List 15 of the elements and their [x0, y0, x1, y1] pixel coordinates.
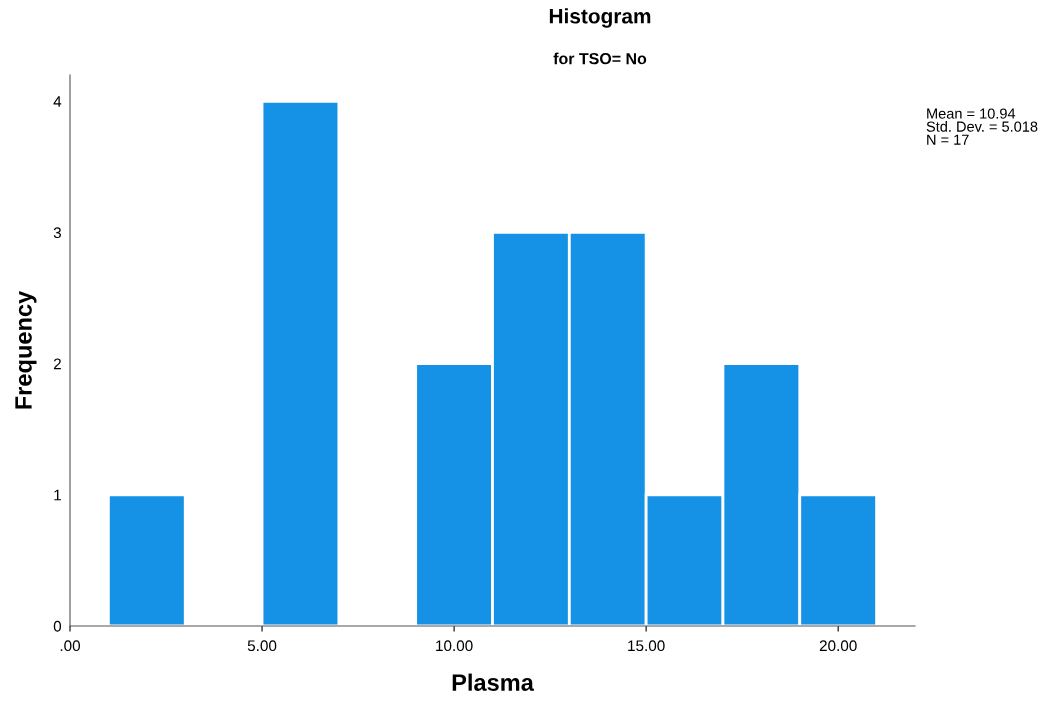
x-tick-label: 20.00: [819, 640, 857, 652]
x-tick-label: 15.00: [628, 640, 665, 652]
y-tick-label: 4: [53, 96, 62, 107]
y-tick-label: 2: [53, 358, 61, 370]
y-tick-label: 0: [53, 620, 62, 632]
y-axis-title: Frequency: [15, 290, 37, 409]
x-tick-label: .00: [60, 640, 81, 652]
chart-subtitle: for TSO= No: [553, 52, 647, 65]
y-tick-label: 1: [54, 489, 61, 501]
text: Mean = 10.94 Std. Dev. = 5.018 N = 17: [926, 108, 1038, 145]
chart-title: Histogram: [549, 8, 651, 28]
y-tick-label: 3: [53, 227, 61, 239]
x-tick-label: 10.00: [436, 640, 473, 652]
x-axis-title: Plasma: [452, 673, 534, 691]
x-tick-label: 5.00: [247, 640, 277, 652]
